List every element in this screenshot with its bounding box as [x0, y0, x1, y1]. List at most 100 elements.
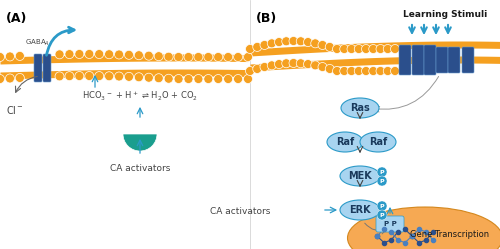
Circle shape [0, 53, 4, 62]
Circle shape [16, 52, 24, 61]
Text: Raf: Raf [369, 137, 387, 147]
Circle shape [85, 71, 94, 80]
Circle shape [75, 71, 84, 80]
Circle shape [224, 53, 232, 62]
Circle shape [6, 74, 15, 83]
Circle shape [85, 50, 94, 59]
Circle shape [234, 53, 242, 62]
Circle shape [260, 41, 269, 50]
Text: Raf: Raf [336, 137, 354, 147]
Text: P P: P P [384, 221, 396, 227]
Circle shape [347, 66, 356, 75]
Circle shape [184, 53, 193, 62]
Ellipse shape [340, 166, 380, 186]
Circle shape [311, 61, 320, 70]
Circle shape [244, 53, 252, 62]
FancyBboxPatch shape [436, 47, 448, 73]
Circle shape [194, 53, 203, 62]
Circle shape [94, 50, 104, 59]
FancyBboxPatch shape [399, 45, 411, 75]
Circle shape [244, 74, 252, 83]
Circle shape [325, 64, 334, 73]
Ellipse shape [340, 200, 380, 220]
Circle shape [234, 74, 242, 83]
Circle shape [289, 59, 298, 67]
Circle shape [384, 45, 392, 54]
Circle shape [214, 74, 222, 83]
Circle shape [204, 53, 213, 62]
Circle shape [318, 62, 327, 71]
Circle shape [267, 61, 276, 70]
Circle shape [75, 50, 84, 59]
Circle shape [134, 73, 143, 82]
Ellipse shape [341, 98, 379, 118]
Circle shape [318, 41, 327, 50]
Circle shape [376, 66, 385, 75]
Circle shape [164, 52, 173, 61]
Ellipse shape [327, 132, 363, 152]
Circle shape [325, 42, 334, 52]
Circle shape [311, 39, 320, 48]
Circle shape [304, 38, 312, 47]
FancyBboxPatch shape [34, 54, 42, 82]
Text: GABA$_A$: GABA$_A$ [25, 38, 50, 48]
Circle shape [377, 210, 387, 220]
Text: P: P [380, 179, 384, 184]
Circle shape [214, 53, 222, 62]
Text: (B): (B) [256, 12, 277, 25]
Circle shape [55, 72, 64, 81]
Circle shape [369, 66, 378, 75]
Circle shape [65, 50, 74, 59]
Circle shape [124, 72, 134, 81]
Circle shape [0, 74, 4, 83]
Text: Learning Stimuli: Learning Stimuli [403, 10, 487, 19]
Circle shape [55, 50, 64, 59]
Circle shape [174, 74, 183, 83]
Text: Cl$^-$: Cl$^-$ [6, 104, 24, 116]
Circle shape [390, 45, 400, 54]
Circle shape [253, 64, 262, 73]
Circle shape [224, 74, 232, 83]
Circle shape [282, 37, 291, 46]
FancyBboxPatch shape [412, 45, 424, 75]
Circle shape [174, 53, 183, 62]
Ellipse shape [348, 207, 500, 249]
Circle shape [194, 74, 203, 83]
Circle shape [253, 42, 262, 52]
Circle shape [204, 74, 213, 83]
Circle shape [124, 50, 134, 59]
Circle shape [390, 66, 400, 75]
Circle shape [369, 45, 378, 54]
Circle shape [94, 71, 104, 81]
Circle shape [377, 176, 387, 186]
Circle shape [377, 167, 387, 177]
Circle shape [6, 52, 15, 61]
Text: Ras: Ras [350, 103, 370, 113]
Circle shape [282, 59, 291, 68]
Circle shape [144, 73, 154, 82]
Text: P: P [380, 212, 384, 217]
Wedge shape [123, 134, 157, 151]
FancyBboxPatch shape [376, 216, 404, 232]
Circle shape [144, 51, 154, 60]
Circle shape [164, 74, 173, 83]
Circle shape [377, 201, 387, 211]
Circle shape [354, 66, 363, 75]
FancyBboxPatch shape [462, 47, 474, 73]
Circle shape [274, 38, 283, 47]
Circle shape [347, 45, 356, 54]
Circle shape [246, 45, 254, 54]
Circle shape [332, 45, 342, 54]
Circle shape [267, 39, 276, 48]
Circle shape [376, 45, 385, 54]
Text: CA activators: CA activators [210, 206, 270, 215]
Circle shape [154, 74, 163, 83]
Circle shape [246, 66, 254, 75]
Circle shape [154, 52, 163, 61]
Text: ERK: ERK [349, 205, 371, 215]
Circle shape [362, 66, 370, 75]
Circle shape [114, 50, 124, 59]
Circle shape [304, 60, 312, 68]
Circle shape [134, 51, 143, 60]
Text: CA activators: CA activators [110, 164, 170, 173]
